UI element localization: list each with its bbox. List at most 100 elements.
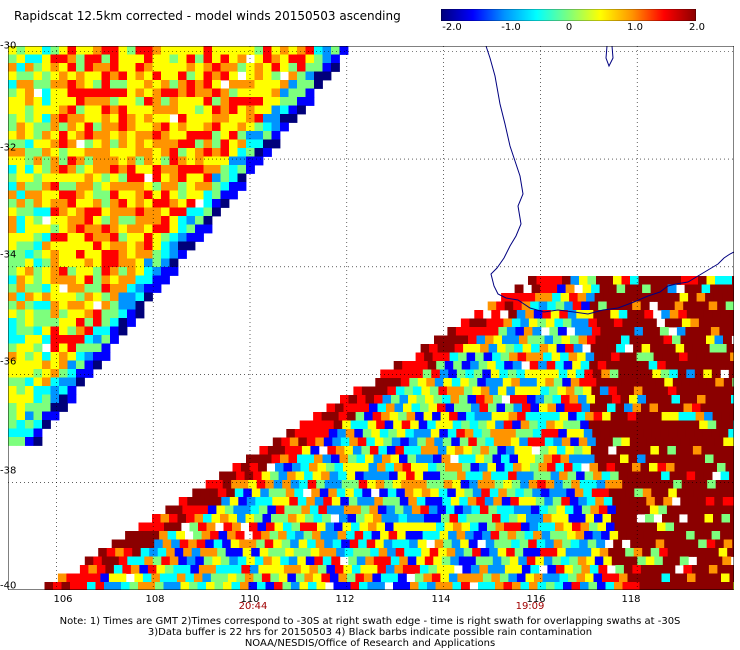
wind-cell	[516, 310, 526, 319]
wind-cell	[411, 565, 421, 574]
wind-cell	[537, 318, 547, 328]
wind-cell	[588, 582, 598, 591]
wind-cell	[202, 573, 212, 583]
wind-cell	[67, 377, 77, 387]
wind-cell	[59, 105, 68, 115]
wind-cell	[326, 565, 336, 574]
wind-cell	[93, 284, 102, 293]
wind-cell	[302, 548, 312, 557]
wind-cell	[529, 361, 539, 370]
wind-cell	[207, 505, 217, 515]
wind-cell	[483, 352, 493, 362]
wind-cell	[50, 207, 60, 217]
wind-cell	[600, 327, 610, 336]
wind-cell	[42, 114, 51, 123]
wind-cell	[303, 429, 313, 438]
wind-cell	[621, 378, 631, 387]
wind-cell	[435, 582, 445, 591]
wind-cell	[503, 318, 513, 328]
wind-cell	[613, 378, 623, 387]
wind-cell	[659, 488, 669, 498]
wind-cell	[33, 190, 43, 200]
lon-tick-label: 114	[431, 594, 451, 605]
wind-cell	[42, 360, 51, 370]
wind-cell	[488, 446, 498, 455]
wind-cell	[575, 531, 585, 540]
wind-cell	[678, 310, 688, 319]
wind-cell	[105, 565, 115, 574]
wind-cell	[84, 309, 94, 319]
wind-cell	[203, 148, 213, 157]
wind-cell	[615, 463, 624, 472]
wind-cell	[316, 582, 326, 591]
wind-cell	[93, 173, 102, 183]
wind-cell	[42, 267, 51, 276]
wind-cell	[25, 207, 34, 217]
wind-cell	[465, 573, 475, 583]
wind-cell	[633, 344, 642, 353]
wind-cell	[275, 565, 285, 574]
wind-cell	[183, 548, 193, 557]
wind-cell	[373, 454, 383, 464]
wind-cell	[468, 437, 478, 447]
wind-cell	[669, 531, 678, 540]
wind-cell	[220, 182, 230, 191]
wind-cell	[220, 514, 229, 523]
wind-cell	[144, 190, 153, 200]
wind-cell	[720, 531, 729, 540]
wind-cell	[729, 471, 738, 481]
wind-cell	[361, 386, 371, 396]
wind-cell	[195, 46, 204, 55]
wind-cell	[548, 386, 558, 396]
wind-cell	[25, 394, 34, 404]
wind-cell	[707, 480, 717, 489]
wind-cell	[591, 284, 600, 294]
wind-cell	[50, 54, 60, 64]
wind-cell	[76, 318, 85, 327]
wind-cell	[440, 573, 450, 583]
wind-cell	[269, 531, 279, 540]
wind-cell	[388, 429, 398, 438]
wind-cell	[360, 463, 369, 472]
wind-cell	[656, 420, 666, 430]
wind-cell	[686, 531, 695, 540]
wind-cell	[382, 497, 392, 506]
wind-cell	[601, 531, 610, 540]
wind-cell	[50, 335, 60, 344]
wind-cell	[463, 446, 473, 455]
wind-cell	[496, 301, 506, 311]
wind-cell	[697, 395, 706, 404]
wind-cell	[397, 573, 407, 583]
wind-cell	[726, 446, 736, 455]
wind-cell	[368, 463, 378, 472]
wind-cell	[50, 199, 60, 208]
wind-cell	[254, 105, 264, 115]
wind-cell	[497, 344, 506, 353]
wind-cell	[643, 429, 653, 438]
wind-cell	[339, 46, 349, 55]
wind-cell	[555, 301, 565, 311]
wind-cell	[127, 207, 136, 217]
wind-cell	[670, 352, 680, 362]
wind-cell	[42, 326, 51, 336]
wind-cell	[503, 582, 513, 591]
wind-cell	[594, 556, 604, 566]
wind-cell	[503, 480, 513, 489]
wind-cell	[110, 182, 119, 191]
wind-cell	[8, 335, 17, 344]
wind-cell	[442, 335, 452, 345]
wind-cell	[220, 122, 230, 132]
wind-cell	[42, 122, 51, 132]
wind-cell	[25, 63, 34, 72]
wind-cell	[50, 309, 60, 319]
wind-cell	[621, 437, 631, 447]
wind-cell	[640, 463, 650, 472]
wind-cell	[536, 539, 546, 549]
wind-cell	[127, 173, 136, 183]
wind-cell	[451, 335, 460, 345]
wind-cell	[356, 514, 365, 523]
wind-cell	[25, 114, 34, 123]
wind-cell	[59, 216, 68, 225]
wind-cell	[83, 573, 93, 583]
wind-cell	[630, 539, 640, 549]
